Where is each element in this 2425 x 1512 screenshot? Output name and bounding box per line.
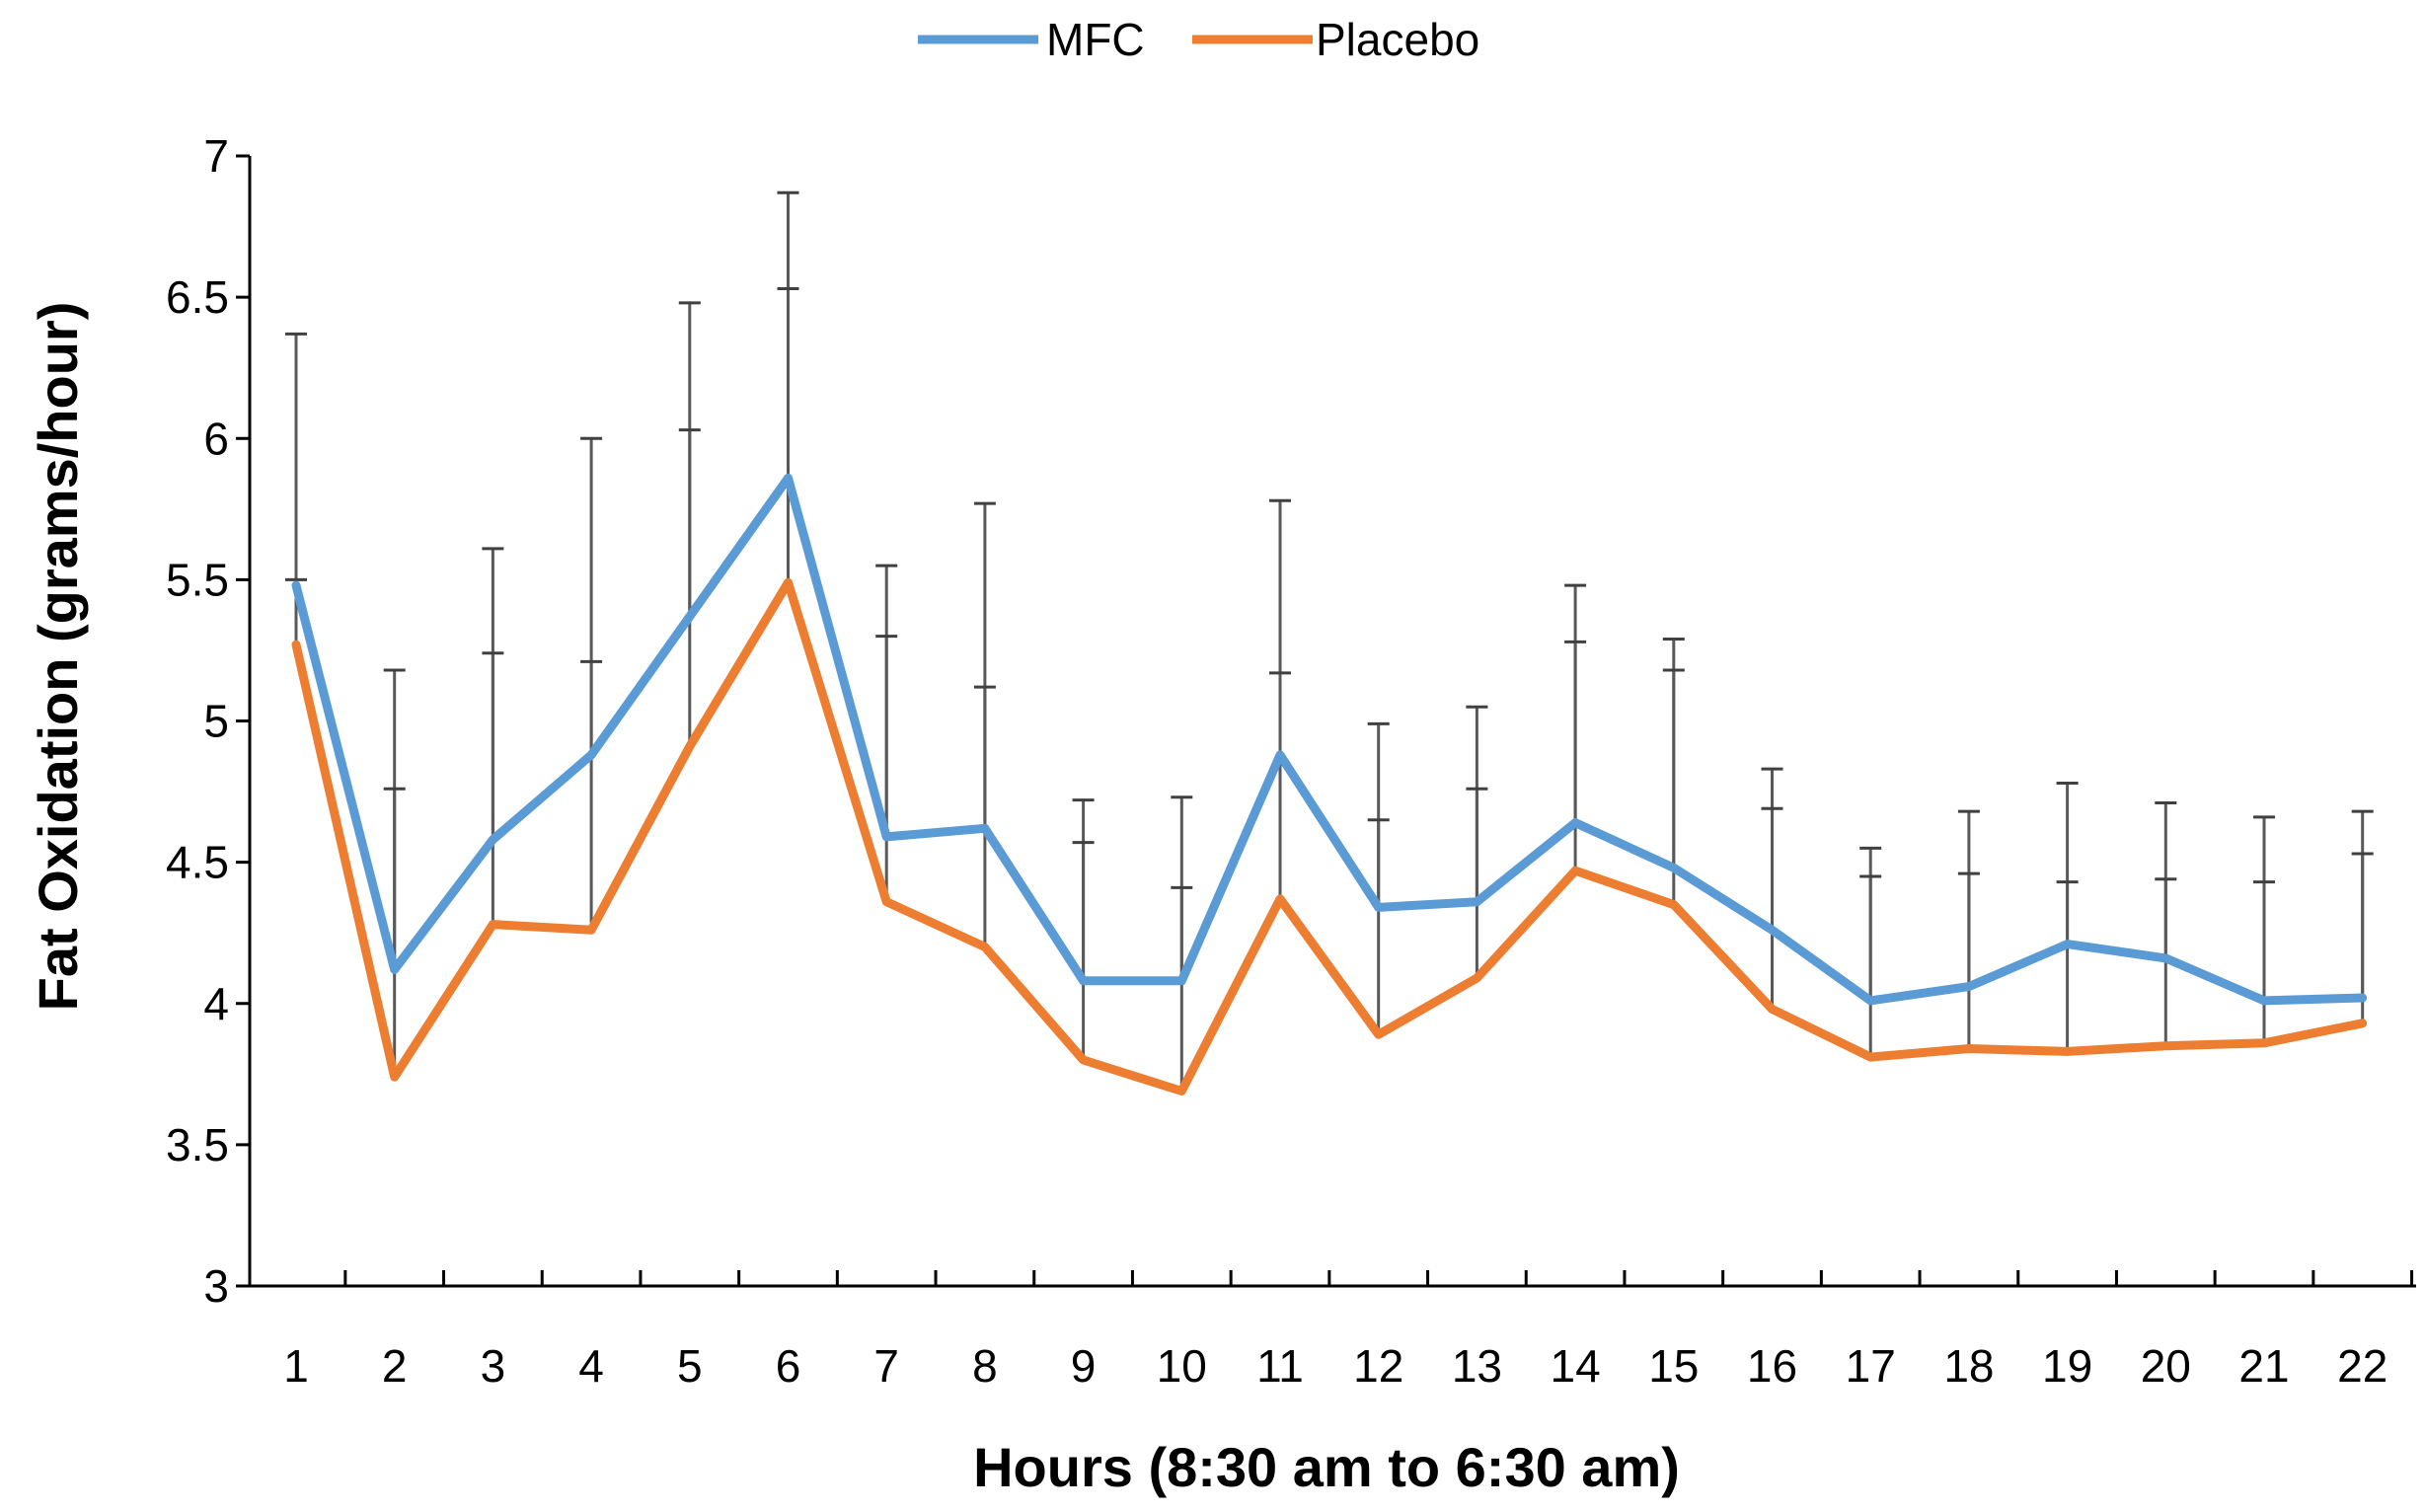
x-tick-label: 22 — [2337, 1340, 2387, 1392]
y-tick-label: 4 — [203, 978, 229, 1029]
axes: 33.544.555.566.571 2 3 4 5 6 7 8 9 10 11 12 13 14 15 16… — [166, 130, 2416, 1392]
x-tick-label: 17 — [1846, 1340, 1896, 1392]
legend-label-placebo: Placebo — [1316, 14, 1479, 65]
y-tick-label: 6.5 — [166, 271, 229, 323]
legend-label-mfc: MFC — [1046, 14, 1145, 65]
axis-labels: Hours (8:30 am to 6:30 am) Fat Oxidation… — [27, 302, 1680, 1498]
x-tick-label: 12 — [1353, 1340, 1403, 1392]
y-axis-title: Fat Oxidation (grams/hour) — [27, 302, 89, 1012]
error-bars — [285, 190, 2374, 1092]
series-lines — [291, 473, 2368, 1096]
y-tick-label: 5 — [203, 696, 229, 747]
x-tick-label: 1 — [283, 1340, 309, 1392]
x-tick-label: 11 — [1256, 1340, 1304, 1392]
x-tick-label: 3 — [481, 1340, 506, 1392]
x-tick-label: 21 — [2238, 1340, 2289, 1392]
x-tick-label: 10 — [1157, 1340, 1207, 1392]
series-line-placebo — [291, 577, 2368, 1096]
x-tick-label: 5 — [677, 1340, 703, 1392]
x-tick-label: 19 — [2042, 1340, 2092, 1392]
x-tick-label: 18 — [1943, 1340, 1994, 1392]
x-tick-label: 16 — [1747, 1340, 1797, 1392]
x-tick-label: 20 — [2141, 1340, 2191, 1392]
y-tick-label: 7 — [203, 130, 229, 182]
y-tick-label: 3.5 — [166, 1119, 229, 1171]
x-tick-label: 2 — [382, 1340, 408, 1392]
y-tick-label: 5.5 — [166, 554, 229, 605]
x-tick-label: 6 — [776, 1340, 801, 1392]
x-tick-label: 4 — [578, 1340, 604, 1392]
legend: MFC Placebo — [918, 14, 1479, 65]
x-tick-label: 7 — [873, 1340, 899, 1392]
x-tick-label: 14 — [1551, 1340, 1601, 1392]
x-tick-label: 9 — [1071, 1340, 1097, 1392]
x-tick-label: 8 — [972, 1340, 998, 1392]
x-tick-label: 13 — [1452, 1340, 1502, 1392]
y-tick-label: 4.5 — [166, 837, 229, 888]
series-line-mfc — [291, 473, 2368, 1006]
x-axis-title: Hours (8:30 am to 6:30 am) — [973, 1436, 1680, 1498]
y-tick-label: 3 — [203, 1260, 229, 1312]
x-tick-label: 15 — [1648, 1340, 1699, 1392]
y-tick-label: 6 — [203, 413, 229, 464]
